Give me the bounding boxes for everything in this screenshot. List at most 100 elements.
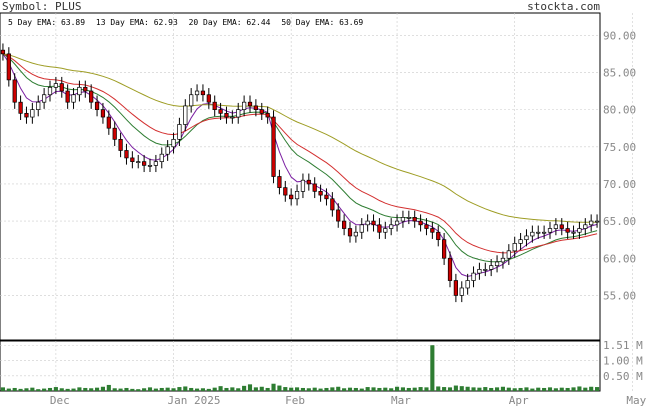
candle-body [218, 109, 223, 114]
candle-body [247, 101, 253, 107]
candle-body [259, 109, 264, 114]
volume-bar [595, 387, 600, 391]
volume-bar [483, 387, 488, 391]
volume-panel-frame [0, 340, 601, 392]
volume-bar [571, 387, 576, 391]
price-tick-label: 90.00 [603, 29, 636, 42]
date-tick-label: Dec [50, 394, 70, 406]
volume-bar [77, 387, 82, 391]
price-tick-label: 85.00 [603, 66, 636, 79]
candle-body [424, 224, 429, 229]
volume-bar [324, 387, 329, 391]
volume-bar [500, 386, 505, 391]
ema-legend: 5 Day EMA: 63.89 13 Day EMA: 62.93 20 Da… [8, 18, 369, 27]
volume-bar [159, 387, 164, 391]
candle-body [12, 79, 17, 103]
price-tick-label: 70.00 [603, 178, 636, 191]
candle-body [271, 116, 276, 177]
candle-body [447, 257, 453, 281]
volume-bar [242, 385, 247, 391]
candle-body [330, 198, 335, 211]
candle-body [565, 228, 570, 233]
candle-body [253, 105, 258, 110]
candle-body [200, 90, 206, 96]
candle-body [342, 220, 347, 229]
candle-body [336, 209, 341, 222]
candle-body [524, 235, 529, 241]
candle-body [65, 90, 70, 103]
candle-body [418, 220, 423, 226]
volume-tick-label: 1.51 M [603, 339, 643, 352]
candle-body [324, 194, 329, 200]
candle-body [400, 217, 406, 222]
candle-body [289, 194, 294, 200]
price-tick-label: 80.00 [603, 104, 636, 117]
candle-body [206, 94, 211, 103]
volume-bar [106, 384, 111, 391]
volume-bar [383, 387, 388, 391]
date-tick-label: Jan 2025 [168, 394, 221, 406]
candle-body [318, 191, 323, 196]
candle-body [230, 116, 235, 119]
volume-bar [153, 388, 158, 391]
candle-body [142, 161, 147, 166]
price-tick-label: 75.00 [603, 141, 636, 154]
candle-body [394, 220, 400, 226]
candle-body [547, 228, 553, 233]
volume-bar [442, 387, 447, 391]
candle-body [577, 228, 582, 233]
volume-bar [559, 387, 564, 391]
candle-body [242, 101, 247, 110]
volume-bar [424, 387, 429, 391]
candle-body [0, 49, 6, 55]
candle-body [118, 138, 123, 151]
ema-5-line [2, 53, 598, 277]
price-tick-label: 65.00 [603, 215, 636, 228]
volume-bar [465, 386, 470, 391]
volume-bar [418, 387, 423, 391]
volume-bar [530, 388, 535, 391]
candle-body [147, 165, 153, 167]
volume-bar [212, 387, 217, 391]
candle-body [59, 83, 64, 92]
date-tick-label: Feb [285, 394, 305, 406]
candle-body [347, 228, 353, 237]
candle-body [489, 265, 494, 270]
price-tick-label: 55.00 [603, 289, 636, 302]
volume-bar [577, 386, 582, 391]
candle-body [365, 220, 370, 226]
candle-body [53, 83, 58, 88]
volume-bar [206, 388, 211, 391]
volume-bar [124, 387, 129, 391]
volume-bar [42, 388, 47, 391]
ema-5-label: 5 Day EMA: 63.89 [8, 18, 86, 27]
candle-body [471, 272, 476, 281]
volume-bar [195, 388, 200, 391]
candle-body [6, 53, 11, 81]
volume-bar [165, 387, 170, 391]
date-tick-label: May [626, 394, 646, 406]
candle-body [312, 183, 317, 192]
volume-bar [289, 387, 294, 391]
candle-body [500, 257, 506, 263]
volume-bar [506, 387, 511, 391]
volume-bar [471, 387, 476, 391]
volume-bar [189, 387, 194, 391]
candle-body [300, 179, 306, 192]
volume-bar [453, 385, 458, 391]
volume-bar [436, 386, 441, 391]
candle-body [353, 231, 358, 237]
candle-body [236, 109, 241, 118]
volume-bar [542, 387, 547, 391]
candle-body [389, 224, 394, 229]
candle-body [518, 239, 523, 244]
volume-tick-label: 1.00 M [603, 355, 643, 368]
candle-body [483, 269, 488, 271]
candle-body [136, 161, 141, 163]
candle-body [77, 86, 82, 96]
volume-bar [171, 388, 176, 391]
ema-20-label: 20 Day EMA: 62.44 [188, 18, 271, 27]
volume-bar [12, 387, 17, 391]
volume-bar [65, 388, 70, 391]
